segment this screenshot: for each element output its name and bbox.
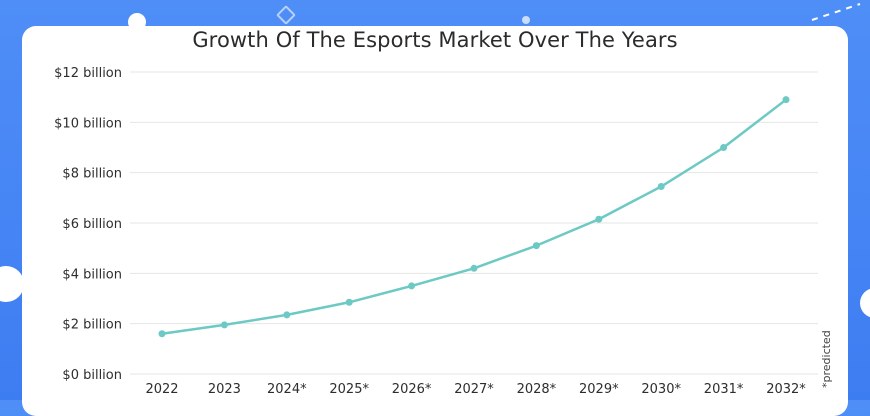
decorative-circle — [860, 288, 870, 318]
y-tick-label: $8 billion — [62, 167, 122, 182]
x-tick-label: 2022 — [145, 382, 178, 397]
data-point — [532, 242, 540, 250]
series-line — [160, 98, 788, 335]
decorative-dashes — [811, 3, 861, 21]
data-point — [345, 298, 353, 306]
x-tick-label: 2025* — [329, 382, 369, 397]
x-tick-label: 2026* — [392, 382, 432, 397]
data-point — [595, 215, 603, 223]
data-point — [720, 144, 728, 151]
y-tick-label: $10 billion — [54, 116, 122, 131]
predicted-note: *predicted — [820, 330, 833, 388]
chart-title: Growth Of The Esports Market Over The Ye… — [192, 28, 678, 52]
y-tick-label: $0 billion — [62, 368, 122, 383]
data-point — [782, 96, 790, 104]
data-point — [657, 183, 665, 191]
y-tick-label: $4 billion — [62, 267, 122, 282]
data-point — [408, 282, 416, 290]
data-point — [470, 264, 478, 272]
decorative-dot — [522, 16, 530, 24]
x-tick-label: 2023 — [208, 382, 241, 397]
x-tick-label: 2024* — [267, 382, 307, 397]
chart-card — [22, 26, 848, 416]
x-tick-label: 2029* — [579, 382, 619, 397]
data-point — [283, 311, 291, 319]
data-point — [158, 330, 166, 338]
line-chart: $0 billion $2 billion $4 billion $6 billion… — [54, 66, 833, 397]
x-tick-label: 2027* — [454, 382, 494, 397]
y-tick-label: $2 billion — [62, 318, 122, 333]
data-point — [220, 321, 228, 329]
x-tick-label: 2032* — [766, 382, 806, 397]
y-tick-label: $12 billion — [54, 66, 122, 81]
y-tick-label: $6 billion — [62, 217, 122, 232]
x-tick-label: 2028* — [517, 382, 557, 397]
x-tick-label: 2030* — [641, 382, 681, 397]
x-tick-label: 2031* — [704, 382, 744, 397]
